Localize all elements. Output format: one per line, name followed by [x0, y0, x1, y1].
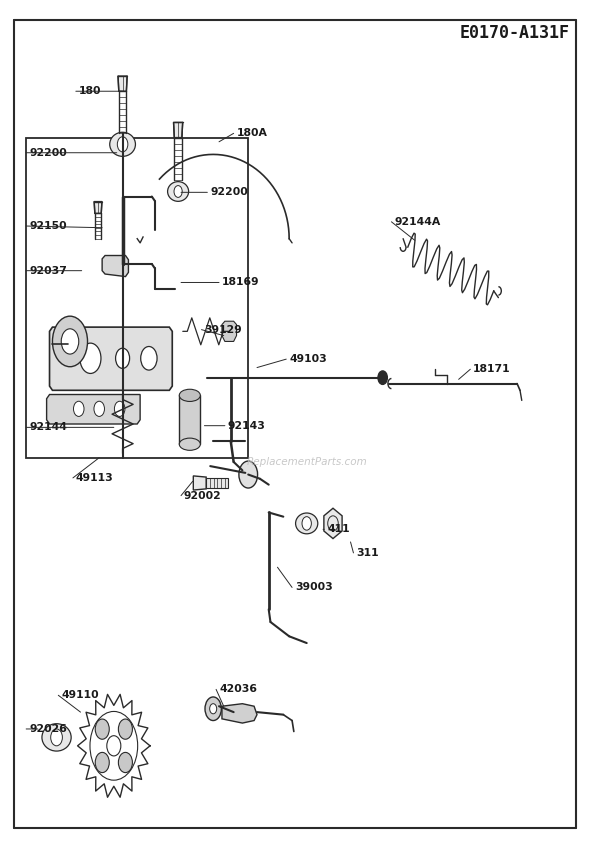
- Circle shape: [53, 316, 87, 366]
- Circle shape: [80, 343, 101, 373]
- Text: 411: 411: [327, 524, 350, 534]
- Polygon shape: [94, 202, 102, 214]
- Text: E0170-A131F: E0170-A131F: [460, 24, 570, 42]
- Polygon shape: [102, 255, 129, 276]
- Circle shape: [119, 752, 132, 773]
- Text: 92200: 92200: [29, 148, 67, 158]
- Circle shape: [119, 719, 132, 739]
- Ellipse shape: [42, 723, 71, 751]
- Ellipse shape: [179, 389, 201, 401]
- Polygon shape: [47, 394, 140, 424]
- Bar: [26, 137, 248, 458]
- Polygon shape: [222, 704, 257, 723]
- Circle shape: [174, 186, 182, 198]
- Text: 39003: 39003: [295, 583, 333, 593]
- Circle shape: [74, 401, 84, 416]
- Text: 180A: 180A: [237, 128, 267, 138]
- Text: 42036: 42036: [219, 684, 257, 695]
- Circle shape: [94, 401, 104, 416]
- Polygon shape: [173, 122, 183, 137]
- Circle shape: [51, 729, 63, 745]
- Polygon shape: [118, 76, 127, 92]
- Text: 92200: 92200: [210, 187, 248, 198]
- Polygon shape: [50, 327, 172, 390]
- Text: 92144: 92144: [29, 422, 67, 432]
- Circle shape: [117, 137, 128, 152]
- Circle shape: [205, 697, 221, 721]
- Text: 92002: 92002: [184, 491, 222, 500]
- Ellipse shape: [296, 513, 318, 533]
- Circle shape: [209, 704, 217, 714]
- Text: 92150: 92150: [29, 221, 67, 231]
- Text: 49113: 49113: [76, 473, 114, 483]
- Text: 49110: 49110: [61, 690, 99, 700]
- Circle shape: [116, 349, 130, 368]
- Polygon shape: [222, 321, 237, 342]
- Ellipse shape: [179, 438, 201, 450]
- Circle shape: [95, 719, 109, 739]
- Text: 311: 311: [356, 548, 379, 558]
- Bar: [179, 395, 201, 444]
- Circle shape: [239, 461, 258, 488]
- Text: ReplacementParts.com: ReplacementParts.com: [246, 457, 367, 467]
- Bar: [206, 478, 228, 488]
- Text: 18171: 18171: [473, 365, 511, 374]
- Circle shape: [95, 752, 109, 773]
- Circle shape: [114, 401, 125, 416]
- Polygon shape: [194, 476, 206, 490]
- Circle shape: [140, 347, 157, 370]
- Text: 92026: 92026: [29, 724, 67, 734]
- Text: 39129: 39129: [204, 325, 242, 335]
- Text: 92144A: 92144A: [394, 217, 441, 226]
- Circle shape: [302, 516, 312, 530]
- Ellipse shape: [168, 181, 189, 201]
- Text: 92143: 92143: [228, 421, 266, 431]
- Circle shape: [378, 371, 388, 384]
- Text: 180: 180: [78, 86, 101, 96]
- Polygon shape: [324, 508, 342, 538]
- Text: 49103: 49103: [289, 354, 327, 364]
- Text: 92037: 92037: [29, 265, 67, 276]
- Text: 18169: 18169: [222, 277, 260, 287]
- Ellipse shape: [110, 132, 136, 156]
- Circle shape: [61, 329, 78, 354]
